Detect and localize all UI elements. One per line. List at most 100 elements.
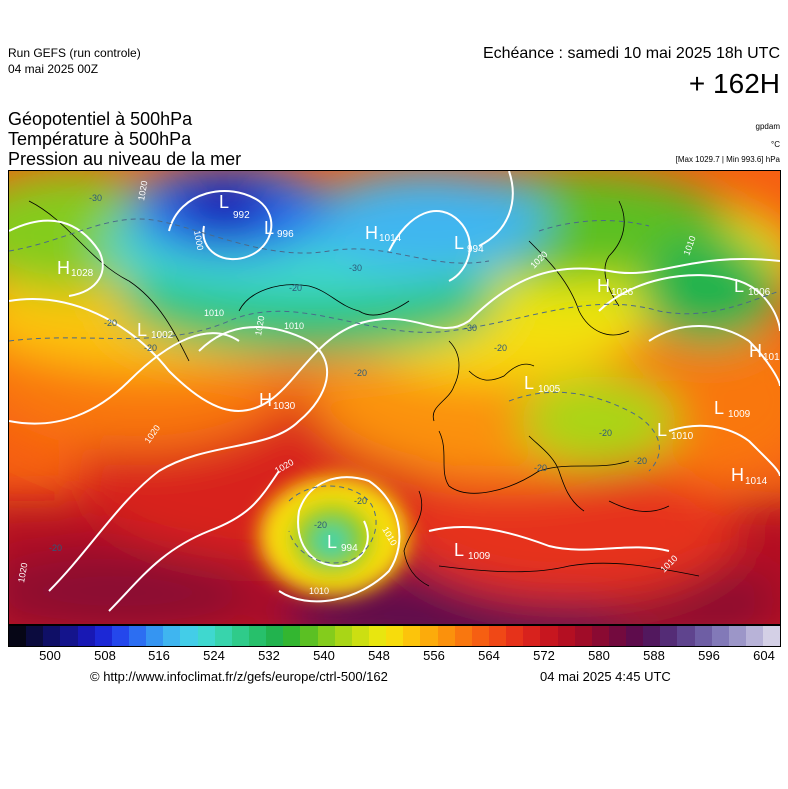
isobar-label: 1000 xyxy=(192,230,205,251)
weather-map: L 992 L 996 H 1014 L 994 H 1028 L 1002 H 1030 H… xyxy=(8,170,781,625)
colorbar-swatch xyxy=(574,626,592,646)
colorbar-swatch xyxy=(300,626,318,646)
colorbar-tick: 596 xyxy=(698,648,720,663)
field-pressure: Pression au niveau de la mer xyxy=(8,149,242,169)
colorbar xyxy=(8,625,781,647)
isotherm-label: -20 xyxy=(599,428,612,438)
generated-at: 04 mai 2025 4:45 UTC xyxy=(540,669,671,684)
svg-text:1009: 1009 xyxy=(728,409,751,420)
colorbar-swatch xyxy=(763,626,781,646)
colorbar-tick: 540 xyxy=(313,648,335,663)
isobars xyxy=(9,171,780,612)
colorbar-tick: 524 xyxy=(203,648,225,663)
svg-text:L: L xyxy=(714,398,724,418)
colorbar-tick: 532 xyxy=(258,648,280,663)
svg-text:1026: 1026 xyxy=(611,287,634,298)
colorbar-swatch xyxy=(43,626,61,646)
svg-text:101: 101 xyxy=(763,352,780,363)
colorbar-tick: 516 xyxy=(148,648,170,663)
svg-text:L: L xyxy=(454,233,464,253)
colorbar-swatch xyxy=(266,626,284,646)
isotherm-label: -20 xyxy=(534,463,547,473)
svg-text:994: 994 xyxy=(341,543,358,554)
colorbar-swatch xyxy=(506,626,524,646)
colorbar-swatch xyxy=(746,626,764,646)
colorbar-tick: 556 xyxy=(423,648,445,663)
isobar-label: 1010 xyxy=(309,586,329,596)
colorbar-swatch xyxy=(437,626,455,646)
svg-text:L: L xyxy=(327,532,337,552)
colorbar-swatch xyxy=(643,626,661,646)
pressure-center: H 1014 xyxy=(365,223,402,244)
colorbar-tick: 604 xyxy=(753,648,775,663)
colorbar-swatch xyxy=(728,626,747,646)
forecast-hours: + 162H xyxy=(688,68,780,99)
svg-text:H: H xyxy=(57,258,70,278)
colorbar-swatch xyxy=(368,626,387,646)
colorbar-swatch xyxy=(660,626,678,646)
pressure-center: L 1002 xyxy=(137,320,174,341)
colorbar-tick: 564 xyxy=(478,648,500,663)
pressure-center: H 101 xyxy=(749,341,780,363)
colorbar-swatch xyxy=(77,626,95,646)
colorbar-swatch xyxy=(454,626,472,646)
colorbar-swatch xyxy=(420,626,438,646)
colorbar-tick: 572 xyxy=(533,648,555,663)
svg-text:1028: 1028 xyxy=(71,268,94,279)
colorbar-swatch xyxy=(488,626,507,646)
svg-text:994: 994 xyxy=(467,244,484,255)
isotherm-label: -20 xyxy=(354,496,367,506)
pressure-center: L 994 xyxy=(327,532,358,554)
isotherm-label: -30 xyxy=(349,263,362,273)
svg-text:996: 996 xyxy=(277,229,294,240)
svg-text:L: L xyxy=(264,218,274,238)
isobar-label: 1020 xyxy=(16,562,29,583)
pressure-center: L 1009 xyxy=(454,540,491,562)
svg-text:H: H xyxy=(731,465,744,485)
colorbar-swatch xyxy=(128,626,147,646)
isobar-label: 1020 xyxy=(253,315,266,336)
colorbar-swatch xyxy=(283,626,301,646)
pressure-range: [Max 1029.7 | Min 993.6] hPa xyxy=(675,155,780,164)
svg-text:H: H xyxy=(365,223,378,243)
coastlines xyxy=(28,200,700,587)
colorbar-swatch xyxy=(351,626,369,646)
run-date: 04 mai 2025 00Z xyxy=(8,62,99,76)
isotherm-label: -20 xyxy=(289,283,302,293)
isotherm-label: -30 xyxy=(89,193,102,203)
svg-text:1005: 1005 xyxy=(538,384,561,395)
colorbar-swatch xyxy=(317,626,335,646)
pressure-center: L 992 xyxy=(219,192,250,221)
svg-text:H: H xyxy=(749,341,762,361)
colorbar-tick: 548 xyxy=(368,648,390,663)
isotherm-label: -30 xyxy=(464,323,477,333)
colorbar-swatch xyxy=(94,626,112,646)
colorbar-swatch xyxy=(386,626,404,646)
colorbar-tick: 588 xyxy=(643,648,665,663)
unit-celsius: °C xyxy=(771,140,780,149)
isotherm-label: -20 xyxy=(634,456,647,466)
colorbar-labels: 500 508 516 524 532 540 548 556 564 572 … xyxy=(0,648,788,666)
colorbar-swatch xyxy=(197,626,215,646)
colorbar-swatch xyxy=(471,626,489,646)
pressure-center: L 1010 xyxy=(657,420,694,442)
colorbar-swatch xyxy=(403,626,421,646)
colorbar-tick: 508 xyxy=(94,648,116,663)
unit-gpdam: gpdam xyxy=(755,122,780,131)
colorbar-swatch xyxy=(248,626,267,646)
isotherm-labels: -30 -30 -20 -20 -20 -20 -20 -20 -20 -20 … xyxy=(49,193,647,553)
svg-text:L: L xyxy=(657,420,667,440)
pressure-center: H 1030 xyxy=(259,390,296,412)
svg-text:1014: 1014 xyxy=(379,233,402,244)
colorbar-swatch xyxy=(608,626,627,646)
colorbar-swatch xyxy=(677,626,695,646)
colorbar-swatch xyxy=(60,626,78,646)
pressure-center: L 1005 xyxy=(524,373,561,395)
colorbar-swatch xyxy=(231,626,249,646)
svg-text:992: 992 xyxy=(233,210,250,221)
colorbar-swatch xyxy=(557,626,575,646)
isotherm-label: -20 xyxy=(144,343,157,353)
pressure-center: L 994 xyxy=(454,233,484,255)
colorbar-swatch xyxy=(591,626,609,646)
colorbar-swatch xyxy=(694,626,712,646)
